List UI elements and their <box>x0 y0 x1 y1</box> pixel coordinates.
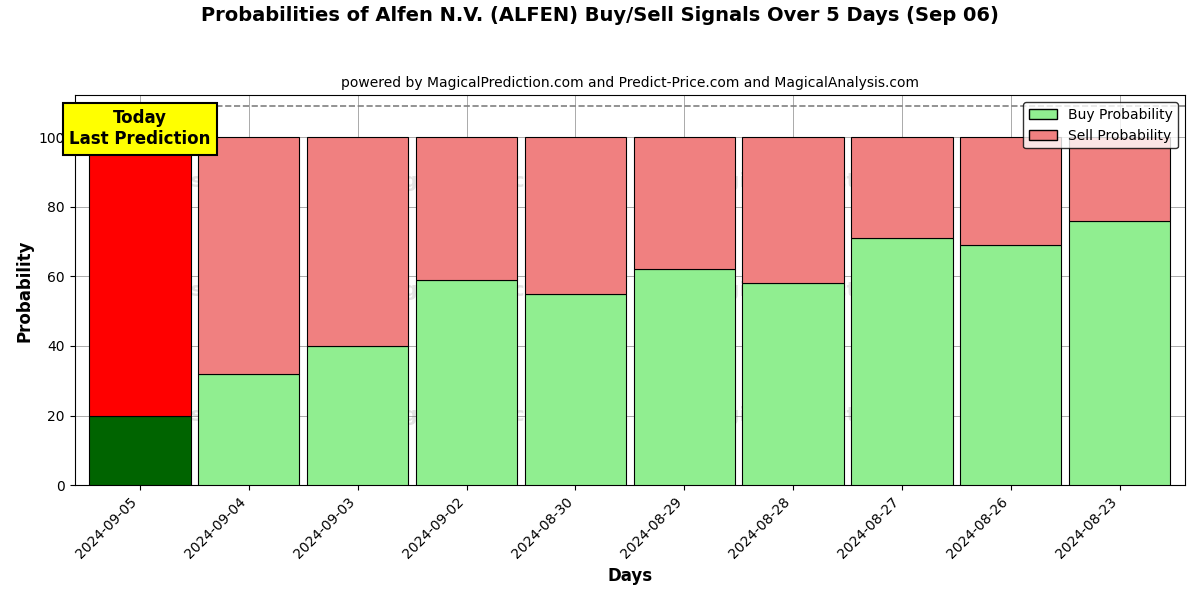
Bar <box>307 137 408 346</box>
Bar <box>743 283 844 485</box>
Text: MagicalPrediction.com: MagicalPrediction.com <box>372 406 622 425</box>
Bar <box>524 137 626 294</box>
Bar <box>524 294 626 485</box>
Text: Probabilities of Alfen N.V. (ALFEN) Buy/Sell Signals Over 5 Days (Sep 06): Probabilities of Alfen N.V. (ALFEN) Buy/… <box>202 6 998 25</box>
Bar <box>743 137 844 283</box>
Text: calAnalysis.com: calAnalysis.com <box>98 406 274 425</box>
Title: powered by MagicalPrediction.com and Predict-Price.com and MagicalAnalysis.com: powered by MagicalPrediction.com and Pre… <box>341 76 919 90</box>
Bar <box>851 137 953 238</box>
Y-axis label: Probability: Probability <box>16 239 34 341</box>
Bar <box>634 269 734 485</box>
Text: MagicalPrediction.com: MagicalPrediction.com <box>694 281 943 300</box>
Text: MagicalPrediction.com: MagicalPrediction.com <box>694 406 943 425</box>
Text: calAnalysis.com: calAnalysis.com <box>98 281 274 300</box>
Bar <box>634 137 734 269</box>
Bar <box>89 137 191 416</box>
Bar <box>1069 137 1170 221</box>
Text: MagicalPrediction.com: MagicalPrediction.com <box>372 281 622 300</box>
Text: MagicalPrediction.com: MagicalPrediction.com <box>694 172 943 191</box>
Text: MagicalPrediction.com: MagicalPrediction.com <box>372 172 622 191</box>
Bar <box>89 416 191 485</box>
Bar <box>1069 221 1170 485</box>
Bar <box>198 374 300 485</box>
Bar <box>307 346 408 485</box>
X-axis label: Days: Days <box>607 567 653 585</box>
Text: Today
Last Prediction: Today Last Prediction <box>70 109 211 148</box>
Text: calAnalysis.com: calAnalysis.com <box>98 172 274 191</box>
Bar <box>960 245 1062 485</box>
Bar <box>851 238 953 485</box>
Legend: Buy Probability, Sell Probability: Buy Probability, Sell Probability <box>1024 102 1178 148</box>
Bar <box>198 137 300 374</box>
Bar <box>416 137 517 280</box>
Bar <box>416 280 517 485</box>
Bar <box>960 137 1062 245</box>
